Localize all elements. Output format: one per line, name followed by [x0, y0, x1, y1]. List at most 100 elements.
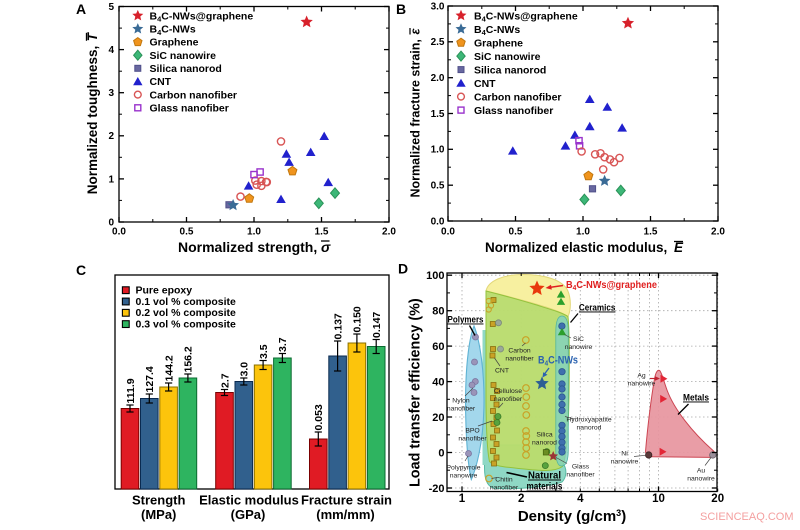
- svg-text:nanofiber: nanofiber: [447, 406, 476, 413]
- svg-text:Load transfer efficiency (%): Load transfer efficiency (%): [408, 298, 424, 487]
- svg-text:nanorod: nanorod: [577, 425, 602, 432]
- svg-text:SiC nanowire: SiC nanowire: [474, 51, 541, 63]
- svg-text:Ni: Ni: [621, 451, 628, 458]
- svg-text:CNT: CNT: [495, 368, 509, 375]
- svg-text:Density (g/cm3): Density (g/cm3): [518, 508, 626, 525]
- svg-text:Chitin: Chitin: [495, 477, 513, 484]
- svg-text:0.5: 0.5: [431, 181, 445, 192]
- svg-text:Strength: Strength: [132, 493, 186, 508]
- svg-text:Au: Au: [697, 468, 706, 475]
- svg-text:2.0: 2.0: [711, 227, 725, 238]
- svg-text:Elastic modulus: Elastic modulus: [199, 493, 299, 508]
- svg-text:3.7: 3.7: [277, 337, 289, 352]
- svg-text:0.0: 0.0: [112, 227, 126, 238]
- svg-text:T: T: [85, 31, 100, 41]
- svg-text:(GPa): (GPa): [231, 507, 266, 522]
- svg-text:SiC: SiC: [573, 336, 584, 343]
- svg-text:Nylon: Nylon: [452, 398, 470, 405]
- svg-text:Glass: Glass: [572, 464, 590, 471]
- svg-text:Pure epoxy: Pure epoxy: [136, 285, 193, 297]
- svg-text:0.5: 0.5: [509, 227, 523, 238]
- svg-text:2.0: 2.0: [431, 73, 445, 84]
- svg-text:1.5: 1.5: [315, 227, 329, 238]
- svg-text:3: 3: [108, 88, 114, 99]
- svg-text:nanorod: nanorod: [532, 440, 557, 447]
- svg-text:0.150: 0.150: [352, 306, 364, 332]
- svg-text:E: E: [674, 240, 684, 255]
- svg-text:(MPa): (MPa): [141, 507, 176, 522]
- svg-text:nanowire: nanowire: [450, 473, 478, 480]
- svg-text:0.5: 0.5: [180, 227, 194, 238]
- svg-text:Polymers: Polymers: [448, 315, 484, 325]
- svg-text:nanofiber: nanofiber: [494, 396, 523, 403]
- svg-text:0.0: 0.0: [441, 227, 455, 238]
- svg-text:Normalized fracture strain,: Normalized fracture strain,: [409, 39, 423, 197]
- svg-text:80: 80: [432, 306, 444, 318]
- svg-text:Graphene: Graphene: [474, 37, 523, 49]
- svg-text:4: 4: [108, 45, 114, 56]
- svg-text:2.5: 2.5: [431, 37, 445, 48]
- svg-text:σ: σ: [321, 239, 331, 255]
- svg-text:1.5: 1.5: [431, 109, 445, 120]
- svg-text:Normalized strength,: Normalized strength,: [178, 239, 317, 255]
- svg-text:CNT: CNT: [150, 76, 172, 88]
- svg-text:B4C-NWs: B4C-NWs: [474, 24, 520, 37]
- svg-text:Carbon nanofiber: Carbon nanofiber: [474, 91, 562, 103]
- svg-text:B4C-NWs@graphene: B4C-NWs@graphene: [150, 10, 254, 23]
- svg-text:Graphene: Graphene: [150, 37, 199, 49]
- svg-text:BPO: BPO: [465, 428, 479, 435]
- svg-text:20: 20: [711, 493, 724, 505]
- svg-text:1: 1: [108, 174, 114, 185]
- svg-text:Fracture strain: Fracture strain: [301, 493, 392, 508]
- svg-text:20: 20: [432, 412, 444, 424]
- svg-text:144.2: 144.2: [163, 355, 175, 381]
- svg-text:Normalized elastic modulus,: Normalized elastic modulus,: [485, 240, 667, 255]
- svg-text:0.2 vol % composite: 0.2 vol % composite: [136, 307, 237, 319]
- svg-text:127.4: 127.4: [144, 366, 156, 392]
- svg-text:B4C-NWs@graphene: B4C-NWs@graphene: [474, 10, 578, 23]
- svg-text:0.053: 0.053: [313, 404, 325, 430]
- svg-text:Silica nanorod: Silica nanorod: [150, 63, 222, 75]
- svg-text:SiC nanowire: SiC nanowire: [150, 50, 217, 62]
- svg-text:3.5: 3.5: [258, 344, 270, 359]
- svg-text:Silica nanorod: Silica nanorod: [474, 64, 546, 76]
- svg-text:2: 2: [518, 493, 524, 505]
- svg-text:4: 4: [577, 493, 584, 505]
- svg-text:0.3 vol % composite: 0.3 vol % composite: [136, 319, 237, 331]
- svg-text:nanofiber: nanofiber: [566, 472, 595, 479]
- svg-text:Carbon: Carbon: [508, 348, 531, 355]
- svg-text:ε: ε: [409, 28, 423, 35]
- svg-text:156.2: 156.2: [183, 346, 195, 372]
- svg-text:1.0: 1.0: [576, 227, 590, 238]
- svg-text:1: 1: [459, 493, 466, 505]
- svg-text:2: 2: [108, 131, 114, 142]
- svg-text:B4C-NWs@graphene: B4C-NWs@graphene: [566, 280, 657, 292]
- svg-text:100: 100: [426, 270, 444, 282]
- svg-text:0.1 vol % composite: 0.1 vol % composite: [136, 296, 237, 308]
- svg-text:A: A: [76, 1, 86, 17]
- svg-text:CNT: CNT: [474, 78, 496, 90]
- svg-text:Cellulose: Cellulose: [494, 388, 522, 395]
- svg-text:B4C-NWs: B4C-NWs: [538, 355, 578, 368]
- svg-text:111.9: 111.9: [125, 378, 137, 403]
- svg-text:Normalized toughness,: Normalized toughness,: [85, 46, 100, 195]
- svg-text:B4C-NWs: B4C-NWs: [150, 24, 196, 37]
- svg-text:3.0: 3.0: [239, 362, 251, 377]
- svg-text:nanowire: nanowire: [687, 476, 715, 483]
- svg-text:40: 40: [432, 377, 444, 389]
- svg-text:Ceramics: Ceramics: [579, 303, 616, 313]
- svg-text:2.7: 2.7: [219, 373, 231, 388]
- svg-text:nanowire: nanowire: [628, 381, 656, 388]
- svg-text:Polypyrrole: Polypyrrole: [447, 465, 481, 472]
- svg-text:60: 60: [432, 341, 444, 353]
- svg-text:nanofiber: nanofiber: [505, 356, 534, 363]
- svg-text:0: 0: [438, 448, 444, 460]
- svg-text:1.0: 1.0: [247, 227, 261, 238]
- svg-text:10: 10: [652, 493, 665, 505]
- svg-text:Silica: Silica: [536, 432, 552, 439]
- svg-text:D: D: [398, 261, 408, 277]
- svg-text:Glass nanofiber: Glass nanofiber: [474, 105, 553, 117]
- svg-text:nanofiber: nanofiber: [490, 485, 519, 492]
- svg-text:C: C: [76, 262, 86, 278]
- svg-text:nanowire: nanowire: [565, 344, 593, 351]
